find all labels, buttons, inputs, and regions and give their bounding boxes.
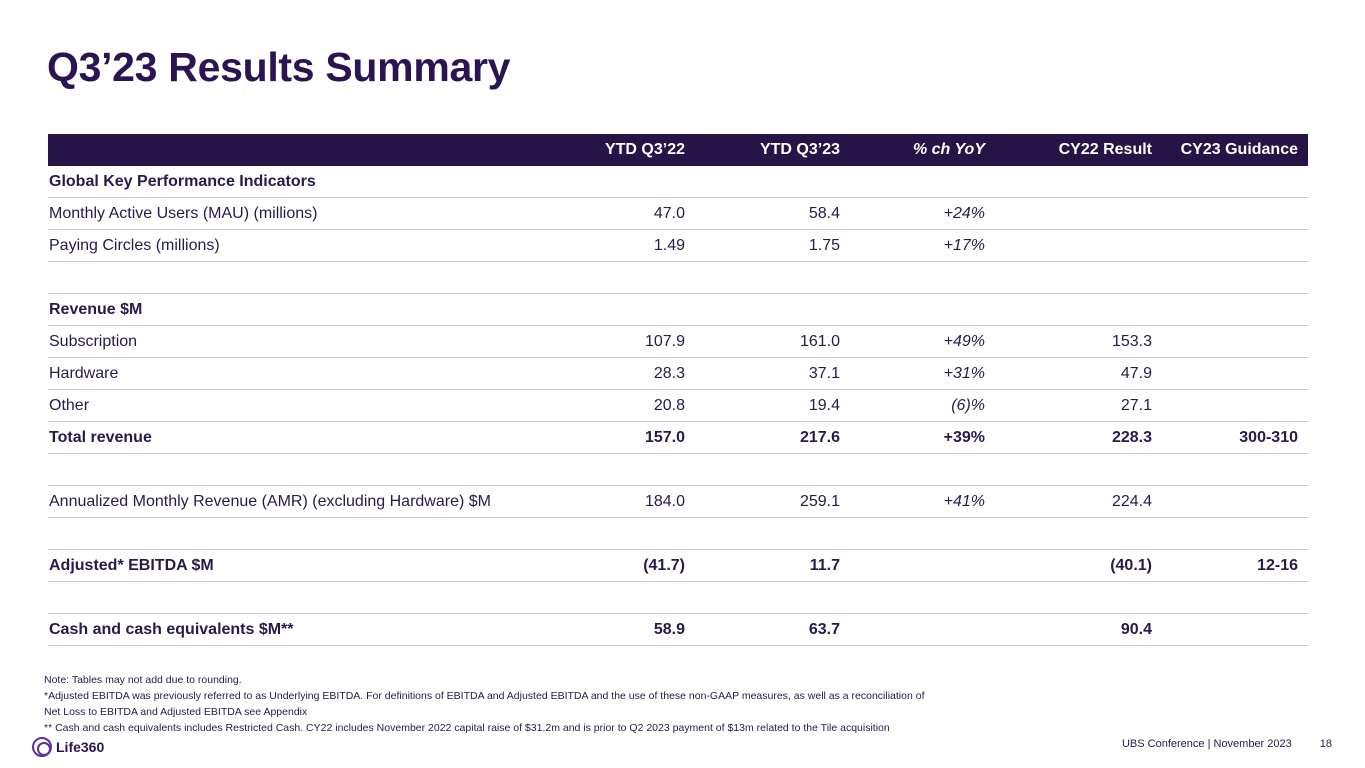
footer-info: UBS Conference | November 2023 18 bbox=[1122, 738, 1332, 750]
cell-pct-ch-yoy: +24% bbox=[943, 204, 985, 222]
note-rounding: Note: Tables may not add due to rounding… bbox=[44, 674, 242, 686]
row-label: Revenue $M bbox=[49, 300, 143, 318]
row-label: Other bbox=[49, 396, 90, 414]
cell-ytd-q3-22: 20.8 bbox=[653, 396, 685, 414]
cell-ytd-q3-23: 259.1 bbox=[799, 492, 840, 510]
cell-ytd-q3-22: 58.9 bbox=[653, 620, 685, 638]
row-label: Hardware bbox=[49, 364, 119, 382]
footer-event: UBS Conference | November 2023 bbox=[1121, 738, 1292, 750]
cell-ytd-q3-22: 28.3 bbox=[653, 364, 685, 382]
page-number: 18 bbox=[1319, 738, 1332, 750]
cell-ytd-q3-23: 161.0 bbox=[799, 332, 840, 350]
table-row: Adjusted* EBITDA $M (41.7) 11.7 (40.1) 12-16 bbox=[48, 550, 1308, 582]
life360-logo-icon bbox=[32, 737, 52, 757]
life360-logo: Life360 bbox=[32, 737, 104, 757]
results-table: YTD Q3’22 YTD Q3’23 % ch YoY CY22 Result… bbox=[48, 134, 1308, 646]
row-label: Monthly Active Users (MAU) (millions) bbox=[49, 204, 318, 222]
cell-cy23-guidance: 300-310 bbox=[1239, 428, 1298, 446]
cell-cy22-result: 224.4 bbox=[1111, 492, 1152, 510]
table-spacer-row bbox=[48, 454, 1308, 486]
cell-ytd-q3-22: 157.0 bbox=[644, 428, 685, 446]
table-spacer-row bbox=[48, 582, 1308, 614]
cell-pct-ch-yoy: +17% bbox=[943, 236, 985, 254]
cell-pct-ch-yoy: +39% bbox=[943, 428, 985, 446]
row-label: Subscription bbox=[49, 332, 138, 350]
cell-pct-ch-yoy: (6)% bbox=[951, 396, 985, 414]
cell-pct-ch-yoy: +41% bbox=[943, 492, 985, 510]
footnotes: Note: Tables may not add due to rounding… bbox=[44, 672, 1044, 736]
table-body: Global Key Performance Indicators Monthly… bbox=[48, 166, 1308, 646]
cell-cy22-result: 27.1 bbox=[1120, 396, 1152, 414]
page-title: Q3’23 Results Summary bbox=[47, 44, 511, 90]
table-row: Revenue $M bbox=[48, 294, 1308, 326]
header-pct-ch-yoy: % ch YoY bbox=[912, 141, 985, 158]
header-cy22-result: CY22 Result bbox=[1058, 141, 1152, 158]
cell-ytd-q3-23: 63.7 bbox=[808, 620, 840, 638]
table-row: Other 20.8 19.4 (6)% 27.1 bbox=[48, 390, 1308, 422]
cell-ytd-q3-22: (41.7) bbox=[643, 556, 685, 574]
cell-cy22-result: 228.3 bbox=[1111, 428, 1152, 446]
table-row: Paying Circles (millions) 1.49 1.75 +17% bbox=[48, 230, 1308, 262]
table-header: YTD Q3’22 YTD Q3’23 % ch YoY CY22 Result… bbox=[48, 134, 1308, 166]
note-cash: ** Cash and cash equivalents includes Re… bbox=[44, 722, 890, 734]
table-row: Annualized Monthly Revenue (AMR) (exclud… bbox=[48, 486, 1308, 518]
header-ytd-q3-22: YTD Q3’22 bbox=[604, 141, 685, 158]
cell-cy22-result: 90.4 bbox=[1120, 620, 1152, 638]
cell-pct-ch-yoy: +49% bbox=[943, 332, 985, 350]
table-row: Total revenue 157.0 217.6 +39% 228.3 300-310 bbox=[48, 422, 1308, 454]
cell-ytd-q3-23: 58.4 bbox=[808, 204, 840, 222]
note-adjusted-ebitda: *Adjusted EBITDA was previously referred… bbox=[44, 690, 925, 702]
table-row: Hardware 28.3 37.1 +31% 47.9 bbox=[48, 358, 1308, 390]
table-row: Global Key Performance Indicators bbox=[48, 166, 1308, 198]
cell-ytd-q3-23: 1.75 bbox=[808, 236, 840, 254]
cell-ytd-q3-22: 184.0 bbox=[644, 492, 685, 510]
logo-text: Life360 bbox=[56, 739, 105, 755]
row-label: Annualized Monthly Revenue (AMR) (exclud… bbox=[49, 492, 491, 510]
cell-cy23-guidance: 12-16 bbox=[1257, 556, 1298, 574]
cell-ytd-q3-23: 37.1 bbox=[808, 364, 840, 382]
table-spacer-row bbox=[48, 518, 1308, 550]
cell-ytd-q3-23: 11.7 bbox=[809, 556, 840, 574]
cell-ytd-q3-22: 47.0 bbox=[653, 204, 685, 222]
cell-ytd-q3-23: 217.6 bbox=[799, 428, 840, 446]
table-row: Subscription 107.9 161.0 +49% 153.3 bbox=[48, 326, 1308, 358]
table-spacer-row bbox=[48, 262, 1308, 294]
row-label: Adjusted* EBITDA $M bbox=[49, 556, 214, 574]
row-label: Total revenue bbox=[49, 428, 152, 446]
cell-pct-ch-yoy: +31% bbox=[943, 364, 985, 382]
cell-cy22-result: 47.9 bbox=[1120, 364, 1152, 382]
table-row: Cash and cash equivalents $M** 58.9 63.7 90… bbox=[48, 614, 1308, 646]
row-label: Global Key Performance Indicators bbox=[49, 172, 316, 190]
cell-cy22-result: 153.3 bbox=[1111, 332, 1152, 350]
header-cy23-guidance: CY23 Guidance bbox=[1180, 141, 1298, 158]
table-row: Monthly Active Users (MAU) (millions) 47.… bbox=[48, 198, 1308, 230]
row-label: Cash and cash equivalents $M** bbox=[49, 620, 294, 638]
cell-cy22-result: (40.1) bbox=[1110, 556, 1152, 574]
cell-ytd-q3-22: 1.49 bbox=[653, 236, 685, 254]
cell-ytd-q3-22: 107.9 bbox=[644, 332, 685, 350]
header-ytd-q3-23: YTD Q3’23 bbox=[759, 141, 840, 158]
note-adjusted-ebitda-cont: Net Loss to EBITDA and Adjusted EBITDA s… bbox=[44, 706, 308, 718]
cell-ytd-q3-23: 19.4 bbox=[808, 396, 840, 414]
row-label: Paying Circles (millions) bbox=[49, 236, 220, 254]
